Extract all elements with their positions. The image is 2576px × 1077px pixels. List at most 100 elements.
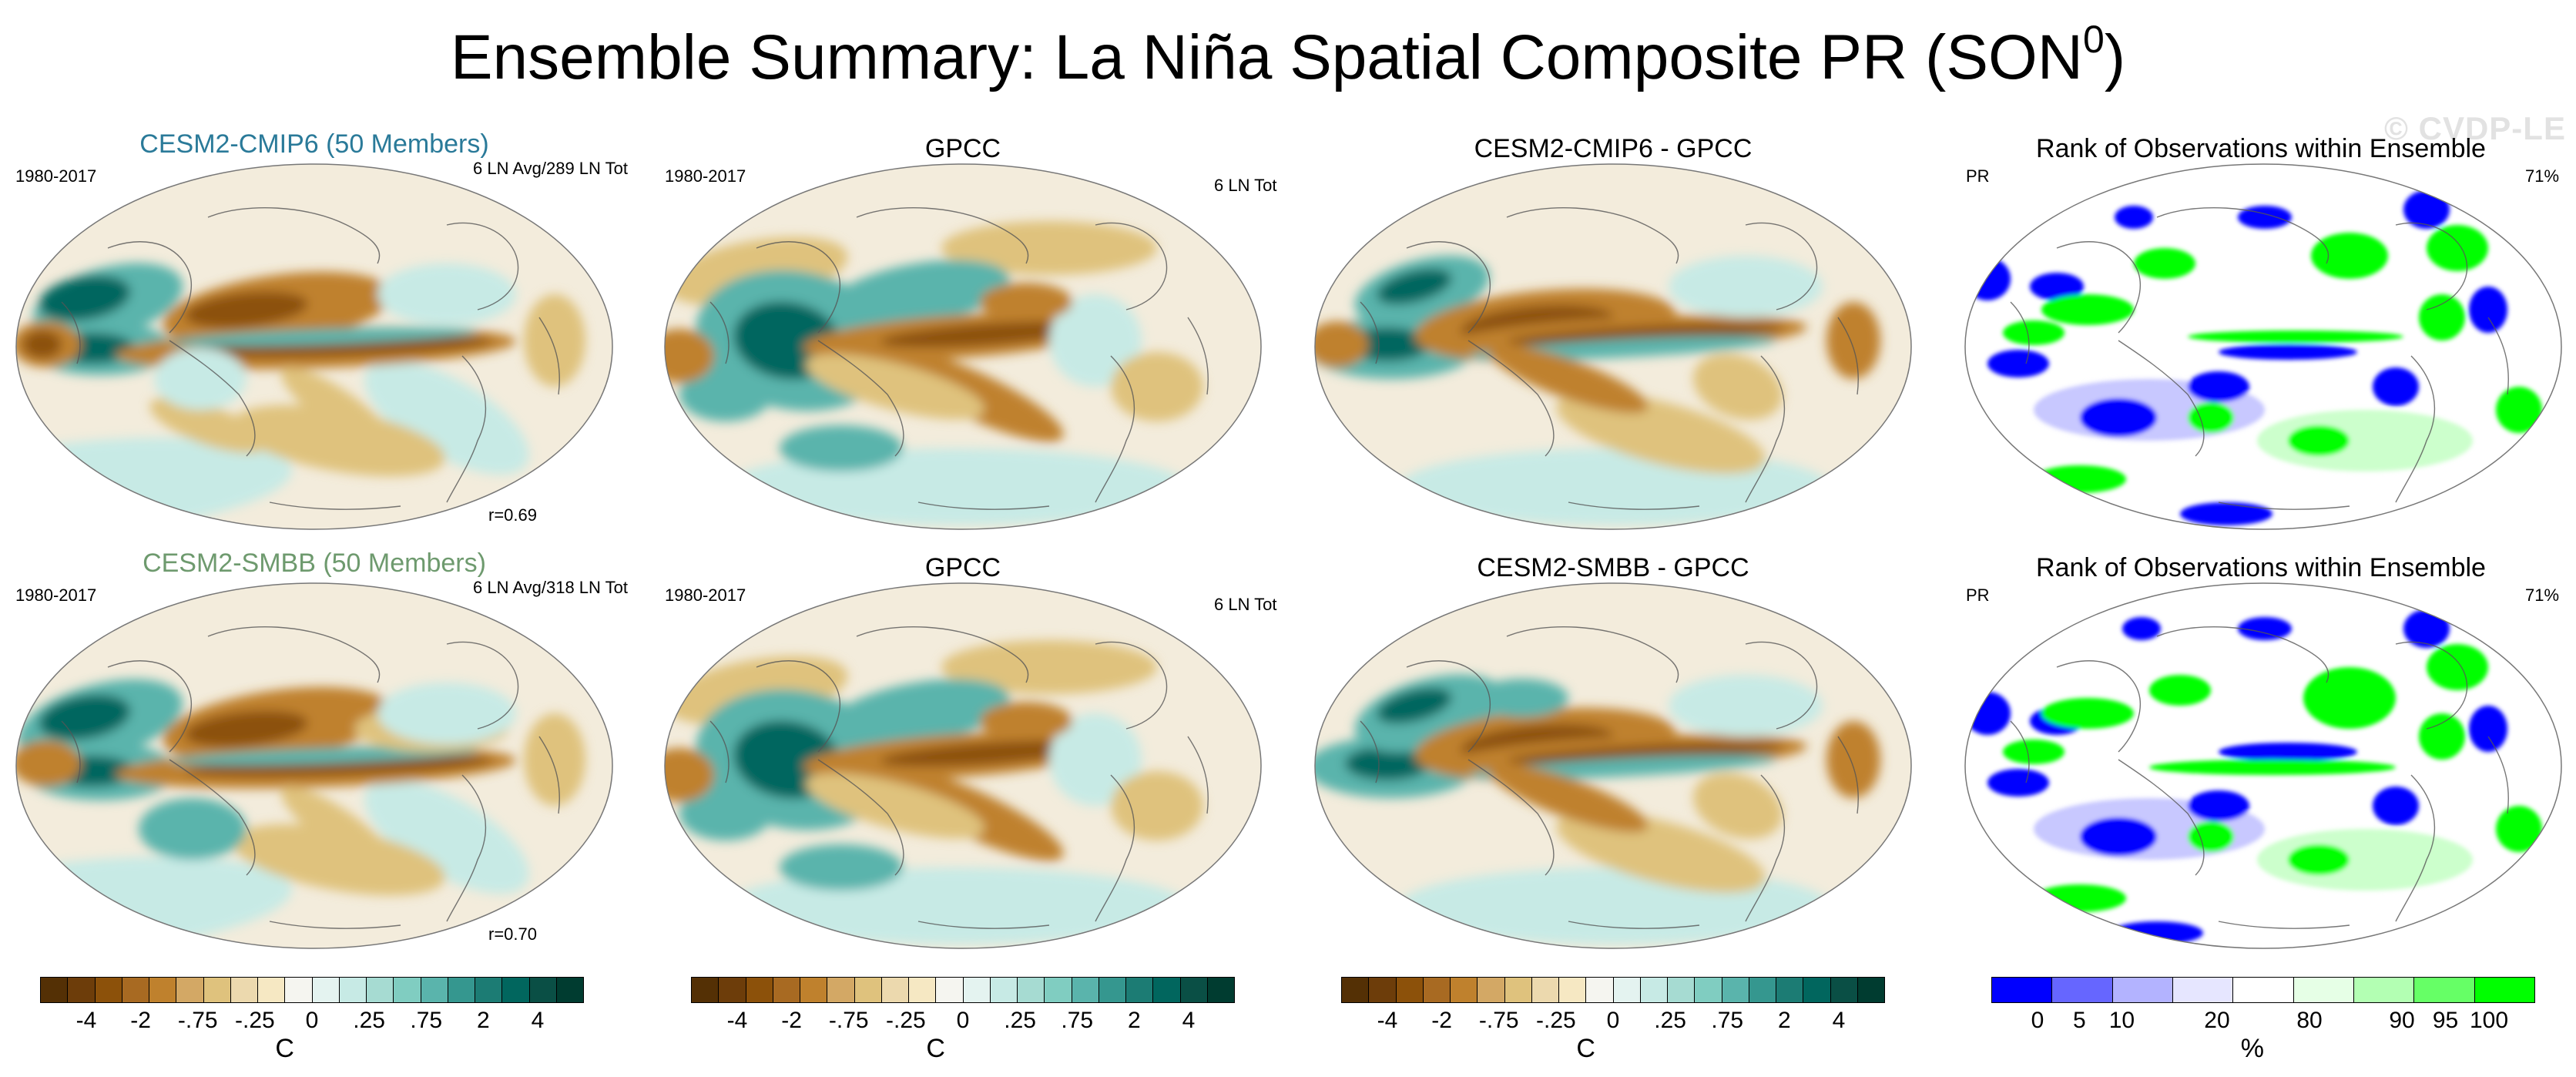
field-blob [1049, 294, 1142, 387]
colorbar-swatch [2052, 978, 2113, 1002]
colorbar-swatch [1586, 978, 1614, 1002]
map-rank-1 [1964, 163, 2562, 530]
field-blob [2134, 248, 2195, 279]
colorbar-swatch [203, 978, 231, 1002]
coastline [709, 301, 730, 364]
colorbar-swatch [773, 978, 800, 1002]
colorbar-tick-label: .25 [353, 1008, 385, 1033]
colorbar-tick-label: 4 [1182, 1008, 1196, 1033]
corr-label-model-1: r=0.69 [488, 505, 537, 525]
field-blob [524, 713, 585, 806]
coastline [1745, 641, 1818, 730]
field-blob [665, 748, 714, 802]
colorbar-swatch [1992, 978, 2053, 1002]
field-blob [2111, 921, 2203, 944]
colorbar-tick-label: -2 [781, 1008, 802, 1033]
colorbar-swatch [448, 978, 475, 1002]
field-blob [1345, 747, 1430, 780]
field-blob [2419, 713, 2465, 760]
colorbar-swatch [285, 978, 313, 1002]
coastline [1095, 641, 1168, 730]
colorbar-swatch [1369, 978, 1397, 1002]
field-blob [2427, 644, 2488, 690]
colorbar-swatch [312, 978, 340, 1002]
rank-var-label-2: PR [1966, 585, 1990, 605]
coastline [1745, 222, 1818, 310]
field-blob [805, 773, 985, 839]
coastline [1406, 241, 1491, 334]
coastline [756, 660, 840, 753]
colorbar-swatch [1830, 978, 1858, 1002]
map-outline [664, 163, 1262, 530]
field-blob [1987, 769, 2049, 797]
panel-title-rank-2: Rank of Observations within Ensemble [2036, 553, 2486, 582]
colorbar-swatch [963, 978, 991, 1002]
colorbar-swatch [1531, 978, 1559, 1002]
map-outline [664, 582, 1262, 949]
coastline [61, 301, 81, 364]
field-blob [1111, 352, 1203, 421]
field-blob [2080, 817, 2157, 856]
field-blob [1669, 675, 1823, 736]
colorbar-tick-label: -4 [726, 1008, 748, 1033]
colorbar-unit: C [1576, 1034, 1595, 1063]
colorbar-swatch [1640, 978, 1668, 1002]
colorbar-tick-label: -.25 [886, 1008, 926, 1033]
field-blob [2188, 402, 2234, 433]
colorbar-tick-label: 4 [531, 1008, 545, 1033]
panel-title-diff-1: CESM2-CMIP6 - GPCC [1474, 134, 1753, 163]
field-blob [1399, 867, 1830, 944]
field-blob [2180, 502, 2272, 525]
field-blob [2041, 698, 2134, 729]
coastline [2395, 355, 2436, 503]
field-blob [16, 740, 81, 787]
map-outline [1964, 163, 2562, 530]
colorbar-swatch [1180, 978, 1208, 1002]
colorbar-swatch [881, 978, 909, 1002]
field-blob [1507, 323, 1784, 346]
count-label-obs-1: 6 LN Tot [1214, 176, 1277, 195]
colorbar-tick-label: 5 [2073, 1008, 2086, 1033]
colorbar-swatch [1776, 978, 1804, 1002]
field-blob [1826, 302, 1880, 379]
colorbar-model: -4 -2 -.75 -.25 0 .25 .75 2 4 C [40, 977, 584, 1063]
coastline [1467, 340, 1555, 457]
colorbar-swatch [909, 978, 937, 1002]
colorbar-tick-label: .25 [1654, 1008, 1686, 1033]
colorbar-swatch [1559, 978, 1587, 1002]
colorbar-tick-label: 0 [956, 1008, 970, 1033]
colorbar-tick-label: 100 [2469, 1008, 2509, 1033]
field-blob [1488, 763, 1649, 833]
map-outline [15, 582, 613, 949]
field-blob [2373, 787, 2419, 825]
colorbar-swatch [1749, 978, 1776, 1002]
field-blob [185, 336, 493, 357]
field-blob [377, 683, 516, 744]
field-blob [280, 786, 397, 872]
field-blob [827, 260, 1010, 329]
coastline [2156, 626, 2329, 683]
colorbar-tick-label: 2 [1778, 1008, 1791, 1033]
field-blob [2003, 320, 2064, 345]
field-blob [185, 755, 493, 777]
colorbar-swatch [95, 978, 122, 1002]
field-blob [364, 361, 529, 475]
coastline [1406, 660, 1491, 753]
field-blob [2288, 844, 2350, 875]
colorbar-swatch [2112, 978, 2173, 1002]
coastline [2118, 759, 2205, 876]
coastline [169, 759, 256, 876]
colorbar-tick-label: -.75 [1478, 1008, 1519, 1033]
field-blob [1556, 392, 1766, 474]
field-blob [1507, 742, 1784, 765]
colorbar-tick-label: -4 [1377, 1008, 1398, 1033]
field-blob [2238, 617, 2292, 640]
field-blob [679, 367, 772, 421]
colorbar-swatch [68, 978, 96, 1002]
coastline [2395, 222, 2468, 310]
coastline [2218, 502, 2350, 510]
coastline [207, 626, 381, 683]
coastline [817, 340, 904, 457]
colorbar-swatch [367, 978, 394, 1002]
coastline [917, 921, 1050, 929]
